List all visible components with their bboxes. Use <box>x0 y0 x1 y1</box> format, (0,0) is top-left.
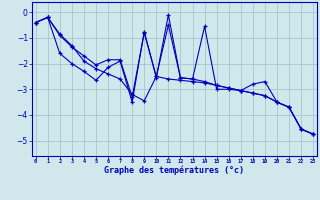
X-axis label: Graphe des températures (°c): Graphe des températures (°c) <box>104 166 244 175</box>
